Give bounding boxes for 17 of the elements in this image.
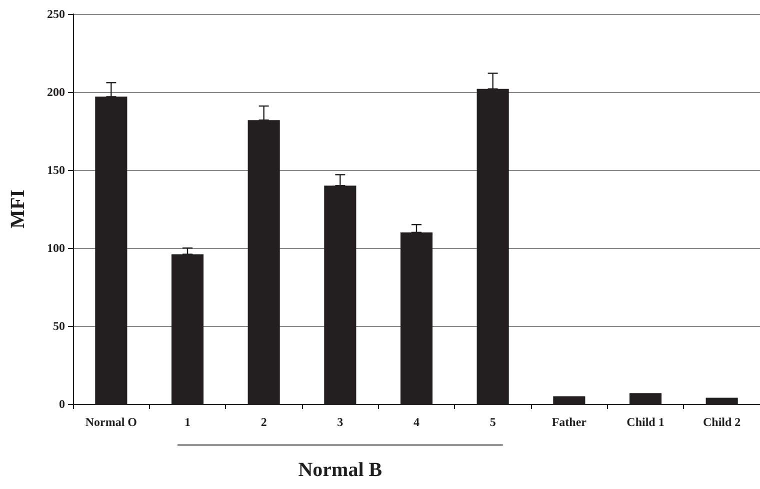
text: Normal B xyxy=(298,459,382,481)
x-tick-label: 1 xyxy=(184,415,190,429)
y-tick-label: 250 xyxy=(47,7,65,21)
x-tick-label: 3 xyxy=(337,415,344,429)
x-tick-label: Child 2 xyxy=(702,415,741,429)
y-tick-label: 150 xyxy=(47,163,65,177)
x-tick-label: Child 1 xyxy=(626,415,664,429)
y-tick-label: 50 xyxy=(53,319,65,333)
x-tick-label: Father xyxy=(552,415,588,429)
x-tick-label: 5 xyxy=(490,415,496,429)
x-tick-label: Normal O xyxy=(85,415,137,429)
x-tick-label: 2 xyxy=(260,415,267,429)
y-tick-label: 100 xyxy=(47,241,65,255)
y-tick-label: 200 xyxy=(47,85,65,99)
x-tick-label: 4 xyxy=(414,415,420,429)
y-axis-title: MFI xyxy=(7,189,29,228)
y-tick-label: 0 xyxy=(59,397,65,411)
